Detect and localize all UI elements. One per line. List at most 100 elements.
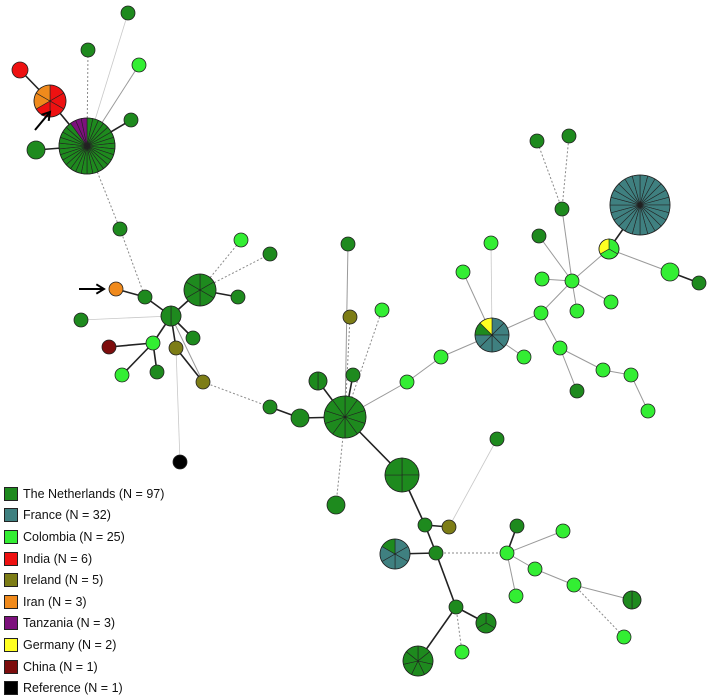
node-m10: [326, 495, 346, 515]
node-circle: [564, 273, 580, 289]
node-circle: [555, 523, 571, 539]
node-circle: [11, 61, 29, 79]
link-i1-i2: [435, 552, 457, 608]
link-g8-g3: [561, 208, 573, 282]
link-g13-g14: [559, 347, 578, 392]
node-j7: [616, 629, 632, 645]
node-outline: [609, 174, 671, 236]
node-circle: [554, 201, 570, 217]
node-circle: [101, 339, 117, 355]
node-g8: [564, 273, 580, 289]
node-outline: [475, 612, 497, 634]
legend-label: Tanzania (N = 3): [23, 616, 116, 631]
node-g6: [660, 262, 680, 282]
node-j6: [622, 590, 642, 610]
node-circle: [108, 281, 124, 297]
link-b15-m7: [202, 381, 271, 408]
node-b11: [145, 335, 161, 351]
node-m1: [340, 236, 356, 252]
node-g9: [534, 271, 550, 287]
node-circle: [569, 383, 585, 399]
node-circle: [26, 140, 46, 160]
legend-swatch: [4, 681, 18, 696]
link-b7-b8: [80, 315, 172, 321]
legend-item-reference: Reference (N = 1): [4, 677, 164, 699]
legend-swatch: [4, 486, 18, 501]
legend-item-colombia: Colombia (N = 25): [4, 526, 164, 548]
node-a4: [80, 42, 96, 58]
legend-label: Colombia (N = 25): [23, 529, 125, 544]
node-circle: [345, 367, 361, 383]
node-circle: [508, 588, 524, 604]
legend-swatch: [4, 637, 18, 652]
legend-swatch: [4, 616, 18, 631]
node-circle: [603, 294, 619, 310]
node-circle: [172, 454, 188, 470]
link-g10-g8: [540, 280, 573, 314]
node-outline: [160, 305, 182, 327]
node-J: [499, 545, 515, 561]
node-A: [58, 117, 116, 175]
node-g13: [552, 340, 568, 356]
link-g3-g1: [536, 140, 563, 210]
node-circle: [131, 57, 147, 73]
node-circle: [168, 340, 184, 356]
node-b10: [101, 339, 117, 355]
node-j1: [509, 518, 525, 534]
legend-item-tanzania: Tanzania (N = 3): [4, 613, 164, 635]
legend-item-india: India (N = 6): [4, 548, 164, 570]
node-circle: [417, 517, 433, 533]
node-h2: [441, 519, 457, 535]
node-g16: [623, 367, 639, 383]
node-a3: [120, 5, 136, 21]
node-circle: [233, 232, 249, 248]
node-b12: [168, 340, 184, 356]
node-wedge: [308, 371, 319, 391]
legend-label: The Netherlands (N = 97): [23, 486, 165, 501]
node-circle: [595, 362, 611, 378]
node-F: [474, 317, 510, 353]
legend-label: Germany (N = 2): [23, 637, 117, 652]
node-b1: [112, 221, 128, 237]
node-b8: [73, 312, 89, 328]
node-I: [379, 538, 411, 570]
node-outline: [379, 538, 411, 570]
node-b7: [160, 305, 182, 327]
arrow-head: [95, 283, 106, 295]
node-circle: [262, 246, 278, 262]
network-nodes: [11, 5, 707, 677]
node-m7: [262, 399, 278, 415]
node-circle: [433, 349, 449, 365]
node-m5: [345, 367, 361, 383]
node-circle: [534, 271, 550, 287]
node-circle: [516, 349, 532, 365]
node-m4: [308, 371, 328, 391]
link-g8-g4: [538, 235, 573, 282]
node-b13: [114, 367, 130, 383]
node-m3: [374, 302, 390, 318]
node-G: [609, 174, 671, 236]
arrow-to-mixed-node: [34, 110, 52, 131]
node-circle: [290, 408, 310, 428]
link-g5-g6: [608, 248, 671, 273]
legend-swatch: [4, 594, 18, 609]
legend-label: India (N = 6): [23, 551, 93, 566]
node-wedge: [622, 590, 633, 610]
legend-swatch: [4, 529, 18, 544]
node-f1: [455, 264, 471, 280]
arrow-to-iran-node: [79, 283, 106, 295]
node-b9: [185, 330, 201, 346]
node-f2: [483, 235, 499, 251]
node-a7: [26, 140, 46, 160]
arrow-shaft: [34, 111, 51, 131]
link-g3-g2: [561, 135, 570, 210]
legend-label: Iran (N = 3): [23, 594, 87, 609]
node-circle: [640, 403, 656, 419]
node-M: [323, 395, 367, 439]
node-circle: [527, 561, 543, 577]
node-g17: [640, 403, 656, 419]
node-circle: [145, 335, 161, 351]
node-g2: [561, 128, 577, 144]
legend-item-germany: Germany (N = 2): [4, 634, 164, 656]
node-outline: [622, 590, 642, 610]
